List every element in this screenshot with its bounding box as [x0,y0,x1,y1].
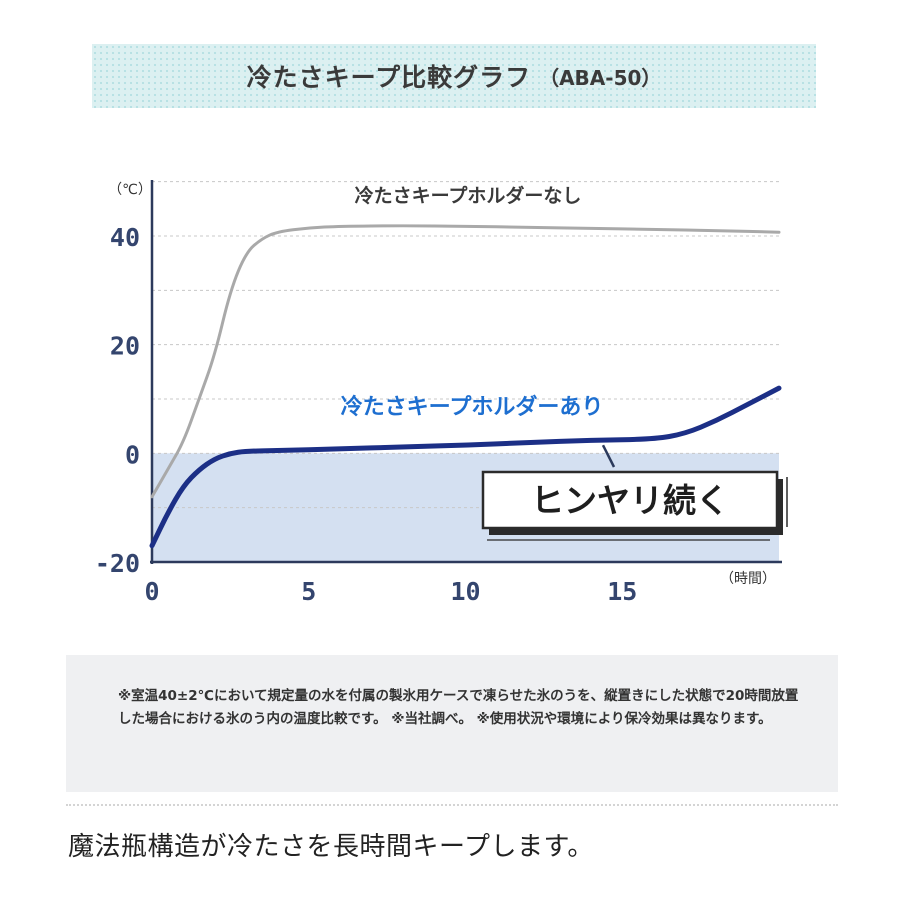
x-tick-label: 15 [607,577,637,606]
dotted-divider [66,804,838,806]
chart-title: 冷たさキープ比較グラフ [246,63,532,92]
callout-box [481,470,779,530]
footnote-text: ※室温40±2℃において規定量の水を付属の製氷用ケースで凍らせた氷のうを、縦置き… [118,688,799,727]
x-tick-label: 5 [301,577,316,606]
y-unit-label: （℃） [108,182,152,198]
callout-text: ヒンヤリ続く [531,481,729,520]
series-line-with-holder [149,385,782,549]
y-tick-label: 0 [125,440,140,469]
y-tick-label: -20 [95,549,140,578]
callout-pointer [601,444,616,468]
x-tick-label: 10 [450,577,480,606]
chart-title-banner: 冷たさキープ比較グラフ （ABA-50） [92,44,816,108]
x-tick-label: 0 [144,577,159,606]
series-label-without: 冷たさキープホルダーなし [355,184,582,207]
y-tick-label: 20 [110,332,140,361]
y-tick-label: 40 [110,223,140,252]
series-line-without-holder [150,224,781,499]
series-label-with: 冷たさキープホルダーあり [341,394,604,420]
x-unit-label: （時間） [720,571,776,587]
product-caption: 魔法瓶構造が冷たさを長時間キープします。 [68,832,594,862]
note-box: ※室温40±2℃において規定量の水を付属の製氷用ケースで凍らせた氷のうを、縦置き… [66,655,838,792]
model-number: （ABA-50） [539,65,662,90]
